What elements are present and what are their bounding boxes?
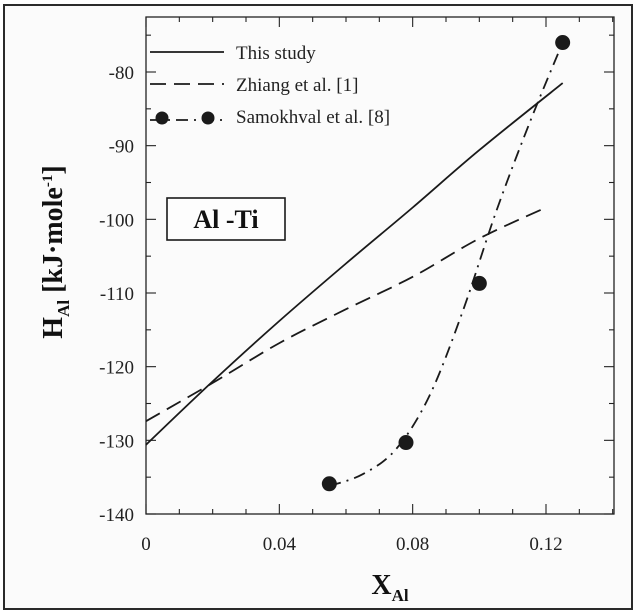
legend-label: Zhiang et al. [1] [236,75,358,96]
y-tick-label: -90 [109,137,134,158]
annotation-box [166,197,286,241]
series-line-zhiang [145,206,547,422]
x-tick-label: 0.04 [263,534,297,555]
series-line-this-study [145,82,564,446]
legend-marker-samokhval [155,111,169,125]
legend-label: This study [236,43,316,64]
plot-area-border [145,16,615,515]
x-tick-label: 0 [141,534,151,555]
y-tick-label: -140 [99,505,134,526]
series-point-samokhval [555,35,571,51]
y-tick-label: -100 [99,210,134,231]
x-tick-label: 0.08 [396,534,429,555]
y-tick-label: -80 [109,63,134,84]
series-point-samokhval [321,476,337,492]
y-tick-label: -120 [99,358,134,379]
y-axis-title: HAl [kJ·mole-1] [38,165,73,338]
y-tick-label: -130 [99,431,134,452]
series-point-samokhval [471,275,487,291]
legend-label: Samokhval et al. [8] [236,107,390,128]
x-tick-label: 0.12 [529,534,562,555]
annotation-label: Al -Ti [193,205,258,234]
series-line-samokhval [328,42,564,487]
chart-frame [3,4,633,610]
legend-marker-samokhval [201,111,215,125]
x-axis-title: XAl [371,570,409,605]
y-tick-label: -110 [100,284,134,305]
series-point-samokhval [398,435,414,451]
